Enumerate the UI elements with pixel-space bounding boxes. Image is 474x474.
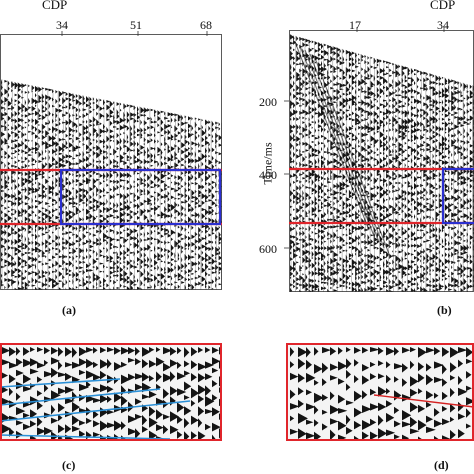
seismic-section-b [289,30,474,292]
panel-b-tick-label: 34 [437,18,449,32]
seismic-section-a [0,34,222,290]
panel-b-y-tick-label: 200 [259,95,277,109]
panel-b-y-tick-label: 600 [259,242,277,256]
seismic-zoom-d [286,343,474,441]
panel-b-caption: (b) [437,303,452,317]
panel-b-tick-label: 17 [349,18,361,32]
panel-b-axis-title: CDP [430,0,456,12]
panel-d-caption: (d) [434,458,449,472]
panel-a-caption: (a) [62,303,76,317]
seismic-zoom-c [0,343,222,441]
panel-a-axis-title: CDP [42,0,68,12]
panel-a-tick-label: 51 [130,18,142,32]
panel-a-tick-label: 34 [56,18,68,32]
panel-b-y-tick-label: 400 [259,168,277,182]
panel-a-tick-label: 68 [200,18,212,32]
panel-b-y-axis-label: Time/ms [260,142,275,185]
panel-c-caption: (c) [62,458,76,472]
